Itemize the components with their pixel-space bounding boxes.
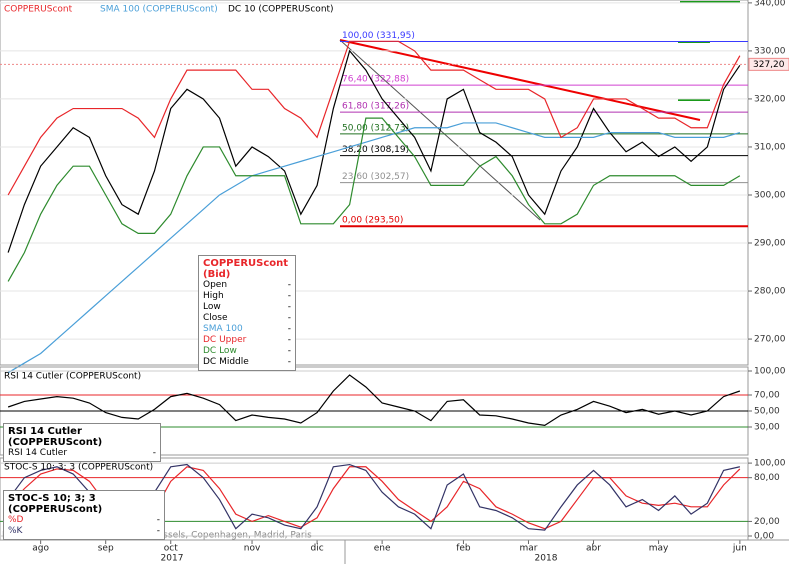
legend-label: DC Upper <box>203 335 247 345</box>
y-tick-label: 100,00 <box>754 367 786 377</box>
x-tick-label: may <box>649 544 669 554</box>
legend-value: - <box>287 346 291 356</box>
fib-label: 61,80 (317,26) <box>342 102 409 112</box>
fib-label: 38,20 (308,19) <box>342 145 409 155</box>
x-tick-label: jun <box>732 544 747 554</box>
legend-row: Low - <box>203 302 291 313</box>
legend-value: - <box>152 448 156 458</box>
y-tick-label: 310,00 <box>754 142 786 152</box>
fib-label: 76,40 (322,88) <box>342 75 409 85</box>
legend-value: - <box>287 357 291 367</box>
legend-label: SMA 100 <box>203 324 243 334</box>
y-tick-label: 70,00 <box>754 391 780 401</box>
legend-value: - <box>156 515 160 525</box>
y-tick-label: 80,00 <box>754 473 780 483</box>
series-line <box>7 122 741 374</box>
legend-row: %K - <box>8 526 160 537</box>
legend-label: Open <box>203 280 228 290</box>
header-legend: COPPERUScont <box>4 5 73 15</box>
legend-row: High - <box>203 291 291 302</box>
legend-title: RSI 14 Cutler (COPPERUScont) <box>8 426 103 448</box>
x-tick-label: dic <box>311 544 324 554</box>
legend-value: - <box>287 302 291 312</box>
y-tick-label: 330,00 <box>754 46 786 56</box>
x-tick-label: ene <box>374 544 391 554</box>
y-tick-label: 30,00 <box>754 423 780 433</box>
legend-value: - <box>287 280 291 290</box>
series-line <box>7 374 741 427</box>
legend-label: High <box>203 291 224 301</box>
y-tick-label: 0,00 <box>754 531 774 541</box>
fib-label: 23,60 (302,57) <box>342 172 409 182</box>
legend-row: DC Upper - <box>203 335 291 346</box>
legend-box: STOC-S 10; 3; 3 (COPPERUScont) %D - %K - <box>3 490 165 540</box>
y-tick-label: 100,00 <box>754 459 786 469</box>
legend-label: DC Low <box>203 346 237 356</box>
fib-label: 100,00 (331,95) <box>342 31 415 41</box>
legend-row: SMA 100 - <box>203 324 291 335</box>
legend-label: %K <box>8 526 23 536</box>
legend-label: RSI 14 Cutler <box>8 448 68 458</box>
x-tick-label: sep <box>98 544 114 554</box>
legend-title: STOC-S 10; 3; 3 (COPPERUScont) <box>8 493 103 515</box>
y-tick-label: 290,00 <box>754 239 786 249</box>
y-tick-label: 280,00 <box>754 287 786 297</box>
x-tick-label: ago <box>32 544 49 554</box>
series-line <box>7 40 741 196</box>
legend-row: RSI 14 Cutler - <box>8 448 156 459</box>
legend-label: %D <box>8 515 24 525</box>
panel-title: RSI 14 Cutler (COPPERUScont) <box>4 372 141 382</box>
legend-label: Close <box>203 313 228 323</box>
year-label: 2018 <box>535 554 558 564</box>
legend-value: - <box>287 313 291 323</box>
y-tick-label: 340,00 <box>754 0 786 8</box>
legend-row: DC Low - <box>203 346 291 357</box>
x-tick-label: abr <box>586 544 601 554</box>
year-label: 2017 <box>161 554 184 564</box>
legend-row: Open - <box>203 280 291 291</box>
legend-box: RSI 14 Cutler (COPPERUScont) RSI 14 Cutle… <box>3 423 161 462</box>
legend-title: COPPERUScont (Bid) <box>203 258 289 280</box>
y-tick-label: 300,00 <box>754 190 786 200</box>
fib-label: 0,00 (293,50) <box>342 216 403 226</box>
legend-label: DC Middle <box>203 357 249 367</box>
fib-label: 50,00 (312,73) <box>342 123 409 133</box>
legend-box: COPPERUScont (Bid) Open - High - Low - Close - SM… <box>198 255 296 371</box>
legend-value: - <box>287 291 291 301</box>
header-legend: DC 10 (COPPERUScont) <box>228 5 334 15</box>
x-tick-label: oct <box>164 544 178 554</box>
y-tick-label: 320,00 <box>754 94 786 104</box>
last-price-label: 327,20 <box>753 60 785 70</box>
legend-label: Low <box>203 302 221 312</box>
header-legend: SMA 100 (COPPERUScont) <box>100 5 218 15</box>
legend-row: %D - <box>8 515 160 526</box>
legend-value: - <box>287 335 291 345</box>
y-tick-label: 50,00 <box>754 407 780 417</box>
legend-row: Close - <box>203 313 291 324</box>
x-tick-label: mar <box>519 544 537 554</box>
series-line <box>7 117 741 282</box>
legend-value: - <box>156 526 160 536</box>
y-tick-label: 270,00 <box>754 335 786 345</box>
legend-row: DC Middle - <box>203 357 291 368</box>
series-line <box>7 49 741 253</box>
x-tick-label: feb <box>456 544 471 554</box>
legend-value: - <box>287 324 291 334</box>
y-tick-label: 20,00 <box>754 517 780 527</box>
panel-title: STOC-S 10; 3; 3 (COPPERUScont) <box>4 463 153 473</box>
x-tick-label: nov <box>244 544 261 554</box>
last-price-tag <box>748 57 789 71</box>
